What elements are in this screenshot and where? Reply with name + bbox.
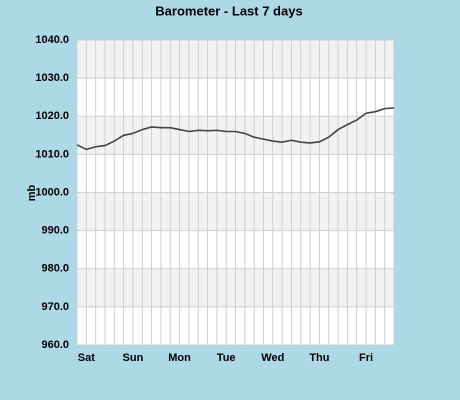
x-tick-label: Mon <box>168 352 191 364</box>
y-tick-label: 1040.0 <box>35 34 69 46</box>
y-tick-label: 980.0 <box>41 263 69 275</box>
data-line <box>76 107 395 151</box>
chart-title: Barometer - Last 7 days <box>155 3 302 18</box>
y-tick-label: 1000.0 <box>35 186 69 198</box>
x-tick-label: Thu <box>309 352 329 364</box>
x-tick-label: Wed <box>261 352 284 364</box>
x-tick-label: Sun <box>123 352 144 364</box>
y-tick-label: 1020.0 <box>35 110 69 122</box>
y-tick-label: 1010.0 <box>35 148 69 160</box>
y-tick-label: 990.0 <box>41 225 69 237</box>
y-tick-label: 970.0 <box>41 301 69 313</box>
y-axis-label: mb <box>26 184 38 201</box>
x-tick-label: Fri <box>359 352 373 364</box>
y-tick-label: 1030.0 <box>35 72 69 84</box>
x-tick-label: Sat <box>78 352 95 364</box>
y-tick-label: 960.0 <box>41 339 69 351</box>
x-tick-label: Tue <box>217 352 236 364</box>
